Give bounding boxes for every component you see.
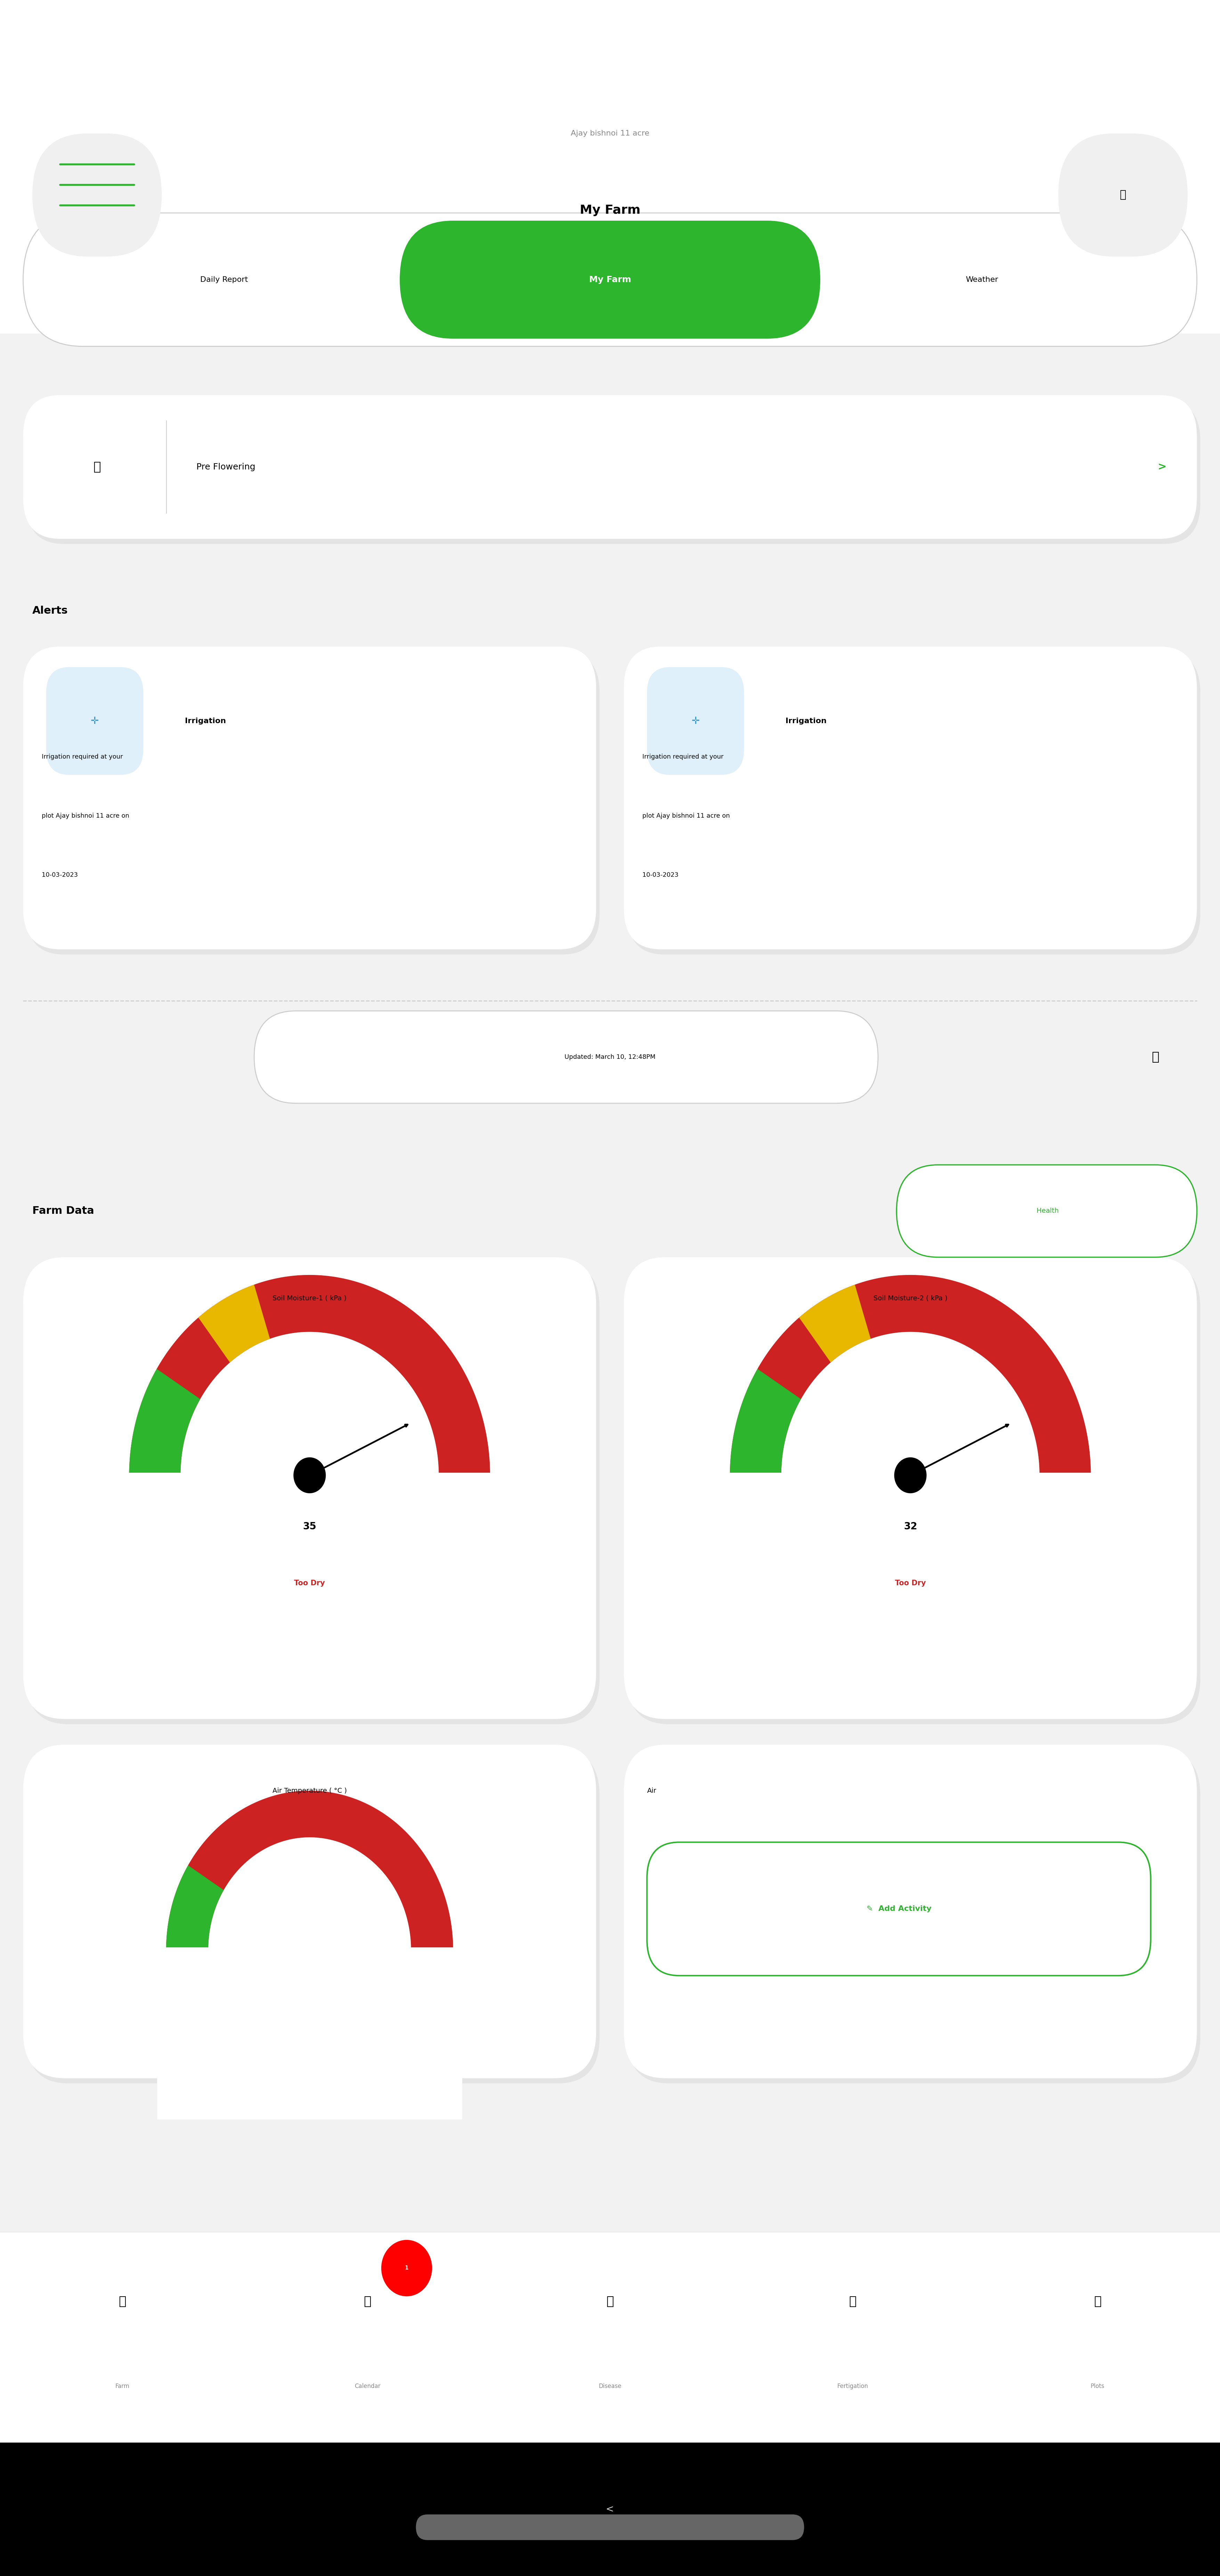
Polygon shape xyxy=(157,1947,462,2120)
Polygon shape xyxy=(129,1275,490,1476)
Circle shape xyxy=(185,1337,434,1613)
Text: plot Ajay bishnoi 11 acre on: plot Ajay bishnoi 11 acre on xyxy=(41,814,129,819)
Text: Irrigation required at your: Irrigation required at your xyxy=(643,755,723,760)
FancyBboxPatch shape xyxy=(27,1262,599,1723)
FancyBboxPatch shape xyxy=(254,1010,878,1103)
Circle shape xyxy=(786,1337,1035,1613)
FancyBboxPatch shape xyxy=(1058,134,1187,258)
FancyBboxPatch shape xyxy=(23,1257,597,1718)
Polygon shape xyxy=(166,1790,453,1950)
Circle shape xyxy=(294,1458,326,1494)
Text: Irrigation: Irrigation xyxy=(786,719,827,724)
FancyBboxPatch shape xyxy=(27,1749,599,2084)
Polygon shape xyxy=(730,1370,800,1476)
FancyBboxPatch shape xyxy=(27,652,599,956)
Text: Health: Health xyxy=(1035,1208,1059,1213)
Text: Calendar: Calendar xyxy=(355,2383,381,2391)
Text: 🦟: 🦟 xyxy=(606,2295,614,2308)
Text: Farm Data: Farm Data xyxy=(33,1206,94,1216)
FancyBboxPatch shape xyxy=(23,647,597,951)
FancyBboxPatch shape xyxy=(33,134,162,258)
Text: Too Dry: Too Dry xyxy=(895,1579,926,1587)
Text: Ajay bishnoi 11 acre: Ajay bishnoi 11 acre xyxy=(571,129,649,137)
FancyBboxPatch shape xyxy=(627,1749,1200,2084)
Circle shape xyxy=(381,2241,432,2295)
Circle shape xyxy=(212,1842,406,2058)
Text: Too Dry: Too Dry xyxy=(294,1579,325,1587)
Text: My Farm: My Farm xyxy=(589,276,631,283)
FancyBboxPatch shape xyxy=(647,1842,1150,1976)
Text: 🪣: 🪣 xyxy=(849,2295,856,2308)
Text: 📚: 📚 xyxy=(1094,2295,1102,2308)
FancyBboxPatch shape xyxy=(0,2233,1220,2442)
FancyBboxPatch shape xyxy=(400,222,820,337)
Text: 10-03-2023: 10-03-2023 xyxy=(41,871,78,878)
Text: ✛: ✛ xyxy=(90,716,99,726)
Polygon shape xyxy=(799,1285,870,1363)
Polygon shape xyxy=(129,1370,200,1476)
FancyBboxPatch shape xyxy=(623,1744,1197,2079)
Polygon shape xyxy=(730,1275,1091,1476)
Text: Soil Moisture-1 ( kPa ): Soil Moisture-1 ( kPa ) xyxy=(272,1296,346,1301)
Text: 1: 1 xyxy=(405,2264,409,2269)
Text: 32: 32 xyxy=(904,1522,917,1533)
Text: 10-03-2023: 10-03-2023 xyxy=(643,871,678,878)
Text: Updated: March 10, 12:48PM: Updated: March 10, 12:48PM xyxy=(565,1054,655,1061)
FancyBboxPatch shape xyxy=(623,1257,1197,1718)
Circle shape xyxy=(894,1458,926,1494)
Text: Alerts: Alerts xyxy=(33,605,68,616)
FancyBboxPatch shape xyxy=(23,394,1197,538)
FancyBboxPatch shape xyxy=(627,652,1200,956)
Text: 📅: 📅 xyxy=(364,2295,371,2308)
Text: Soil Moisture-2 ( kPa ): Soil Moisture-2 ( kPa ) xyxy=(874,1296,948,1301)
Text: 🚜: 🚜 xyxy=(118,2295,126,2308)
Polygon shape xyxy=(120,1473,499,1685)
Text: ✛: ✛ xyxy=(692,716,699,726)
FancyBboxPatch shape xyxy=(897,1164,1197,1257)
Text: 📲: 📲 xyxy=(1120,191,1126,201)
Text: Plots: Plots xyxy=(1091,2383,1104,2391)
Text: Pre Flowering: Pre Flowering xyxy=(196,464,255,471)
Text: plot Ajay bishnoi 11 acre on: plot Ajay bishnoi 11 acre on xyxy=(643,814,730,819)
Text: ✎  Add Activity: ✎ Add Activity xyxy=(866,1906,931,1911)
Text: 🍇: 🍇 xyxy=(93,461,101,474)
Text: Daily Report: Daily Report xyxy=(200,276,248,283)
FancyBboxPatch shape xyxy=(23,214,1197,345)
Text: 35: 35 xyxy=(303,1522,316,1533)
Text: Irrigation: Irrigation xyxy=(185,719,226,724)
FancyBboxPatch shape xyxy=(27,399,1200,544)
Text: Farm: Farm xyxy=(116,2383,129,2391)
FancyBboxPatch shape xyxy=(416,2514,804,2540)
FancyBboxPatch shape xyxy=(627,1262,1200,1723)
Text: ⤴: ⤴ xyxy=(1152,1051,1159,1064)
Polygon shape xyxy=(199,1285,270,1363)
FancyBboxPatch shape xyxy=(0,0,1220,332)
Text: <: < xyxy=(606,2504,614,2514)
Text: Disease: Disease xyxy=(599,2383,621,2391)
Polygon shape xyxy=(166,1865,223,1950)
Text: >: > xyxy=(1158,461,1166,471)
Text: My Farm: My Farm xyxy=(580,204,641,216)
FancyBboxPatch shape xyxy=(0,2442,1220,2576)
Text: Irrigation required at your: Irrigation required at your xyxy=(41,755,123,760)
Polygon shape xyxy=(721,1473,1100,1685)
Text: Air Temperature ( °C ): Air Temperature ( °C ) xyxy=(272,1788,346,1795)
Text: Weather: Weather xyxy=(966,276,998,283)
FancyBboxPatch shape xyxy=(23,1744,597,2079)
FancyBboxPatch shape xyxy=(623,647,1197,951)
Text: Air: Air xyxy=(647,1788,656,1795)
Text: Fertigation: Fertigation xyxy=(837,2383,869,2391)
FancyBboxPatch shape xyxy=(647,667,744,775)
FancyBboxPatch shape xyxy=(46,667,143,775)
